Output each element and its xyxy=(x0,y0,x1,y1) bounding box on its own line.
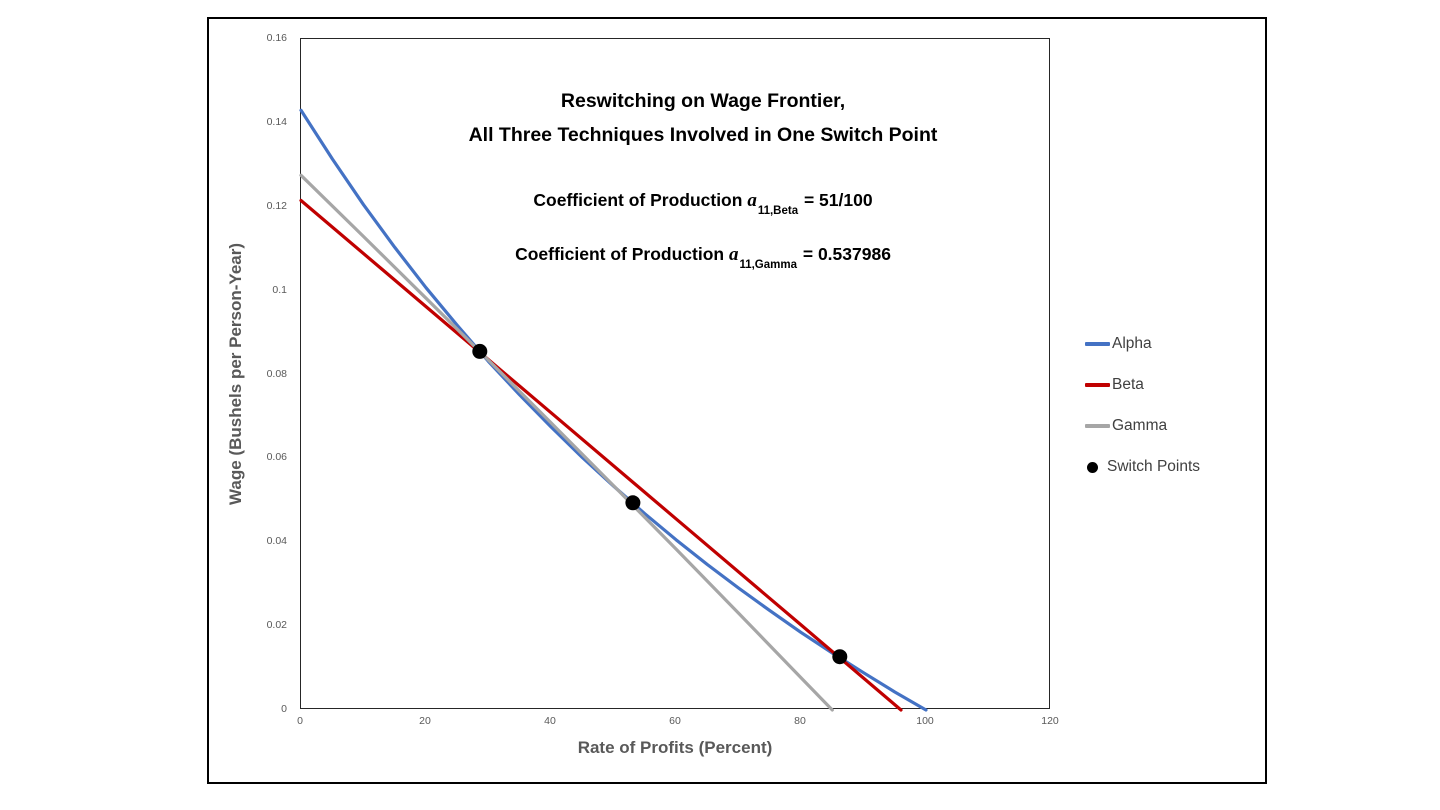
y-tick-label: 0.06 xyxy=(266,451,287,464)
y-tick-label: 0.16 xyxy=(266,32,287,44)
x-axis: 0 20 40 60 80 100 120 xyxy=(297,715,1059,729)
annotation-beta-coefficient: Coefficient of Production a11,Beta = 51/… xyxy=(328,190,1078,217)
annotation-subscript: 11,Beta xyxy=(757,204,799,217)
y-tick-label: 0.12 xyxy=(266,199,287,212)
legend-label: Gamma xyxy=(1112,417,1168,434)
legend-item-beta: Beta xyxy=(1085,373,1200,397)
annotation-text: Coefficient of Production xyxy=(533,190,748,210)
y-tick-label: 0 xyxy=(281,703,287,715)
y-tick-label: 0.02 xyxy=(266,619,287,632)
y-tick-label: 0.08 xyxy=(266,367,287,380)
x-tick-label: 40 xyxy=(544,715,556,727)
x-tick-label: 100 xyxy=(916,715,934,727)
series-beta-line xyxy=(299,198,903,712)
x-tick-label: 80 xyxy=(794,715,806,727)
y-tick-label: 0.1 xyxy=(272,283,287,296)
y-axis: 0 0.02 0.04 0.06 0.08 0.1 0.12 0.14 0.16 xyxy=(209,32,293,715)
legend-line-swatch xyxy=(1085,383,1110,387)
y-tick-label: 0.04 xyxy=(266,535,287,548)
x-tick-label: 60 xyxy=(669,715,681,727)
annotation-subscript: 11,Gamma xyxy=(739,258,797,271)
chart-frame: Wage (Bushels per Person-Year) 0 0.02 0.04… xyxy=(207,17,1267,784)
x-tick-label: 120 xyxy=(1041,715,1059,727)
legend: Alpha Beta Gamma Switch Points xyxy=(1085,332,1200,479)
legend-line-swatch xyxy=(1085,342,1110,346)
math-var-a: a xyxy=(747,190,757,211)
y-tick-label: 0.14 xyxy=(266,115,287,128)
annotation-text: Coefficient of Production xyxy=(515,244,729,264)
series-gamma-line xyxy=(299,173,834,712)
annotation-value: = 0.537986 xyxy=(798,244,891,264)
switch-point-marker xyxy=(472,343,488,359)
legend-label: Alpha xyxy=(1112,335,1152,352)
x-axis-title: Rate of Profits (Percent) xyxy=(577,738,773,757)
chart-title-line1: Reswitching on Wage Frontier, xyxy=(560,90,846,112)
plot-area: Reswitching on Wage Frontier, All Three … xyxy=(299,38,1050,712)
legend-label: Switch Points xyxy=(1107,458,1201,475)
chart-title-line2: All Three Techniques Involved in One Swi… xyxy=(468,124,938,146)
legend-item-alpha: Alpha xyxy=(1085,332,1200,356)
wage-curves-plot xyxy=(299,108,928,712)
annotation-gamma-coefficient: Coefficient of Production a11,Gamma = 0.… xyxy=(328,244,1078,271)
annotation-value: = 51/100 xyxy=(799,190,873,210)
x-tick-label: 0 xyxy=(297,715,303,727)
legend-label: Beta xyxy=(1112,376,1144,393)
switch-point-marker xyxy=(832,649,848,665)
math-var-a: a xyxy=(728,244,739,265)
legend-item-switch-points: Switch Points xyxy=(1085,455,1200,479)
switch-point-marker xyxy=(625,495,641,511)
legend-dot-swatch xyxy=(1087,461,1098,473)
x-tick-label: 20 xyxy=(419,715,431,727)
legend-item-gamma: Gamma xyxy=(1085,414,1200,438)
chart-title: Reswitching on Wage Frontier, All Three … xyxy=(328,84,1078,152)
legend-line-swatch xyxy=(1085,424,1110,428)
